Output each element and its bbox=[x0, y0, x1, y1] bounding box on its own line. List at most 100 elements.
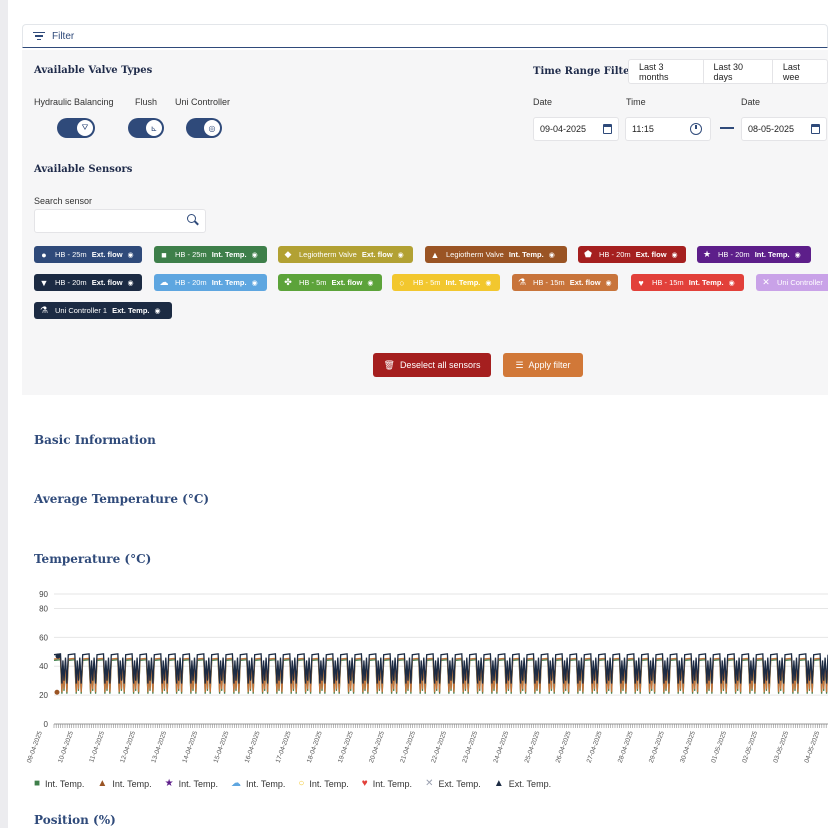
range-last-30-days[interactable]: Last 30 days bbox=[704, 60, 773, 83]
eye-icon[interactable]: ◉ bbox=[794, 251, 801, 259]
legend-item[interactable]: ★ Int. Temp. bbox=[165, 778, 218, 789]
filter-toggle[interactable]: Filter bbox=[22, 24, 828, 48]
sensor-chip[interactable]: ▼ HB - 20m Ext. flow ◉ bbox=[34, 274, 142, 291]
end-date-label: Date bbox=[741, 97, 761, 107]
apply-filter-button[interactable]: ☰ Apply filter bbox=[503, 353, 583, 377]
sensor-chip[interactable]: ◆ Legiotherm Valve Ext. flow ◉ bbox=[278, 246, 413, 263]
x-tick-label: 24-04-2025 bbox=[492, 730, 510, 764]
eye-icon[interactable]: ◉ bbox=[251, 251, 258, 259]
range-last-week[interactable]: Last wee bbox=[782, 61, 800, 82]
uni-controller-toggle[interactable]: ◎ bbox=[186, 118, 222, 138]
sensor-chip-type: Ext. flow bbox=[635, 250, 667, 259]
eye-icon[interactable]: ◉ bbox=[485, 279, 492, 287]
legend-item[interactable]: ○ Int. Temp. bbox=[298, 778, 348, 789]
end-date-value: 08-05-2025 bbox=[748, 124, 795, 134]
calendar-icon bbox=[811, 124, 820, 134]
temperature-title[interactable]: Temperature (°C) bbox=[34, 552, 152, 566]
sensor-chip-name: HB - 5m bbox=[299, 278, 327, 287]
eye-icon[interactable]: ◉ bbox=[671, 251, 678, 259]
sensor-chip[interactable]: ■ HB - 25m Int. Temp. ◉ bbox=[154, 246, 267, 263]
sensor-chip[interactable]: ● HB - 25m Ext. flow ◉ bbox=[34, 246, 142, 263]
search-sensor-input[interactable] bbox=[34, 209, 206, 233]
sensor-chip[interactable]: ♥ HB - 15m Int. Temp. ◉ bbox=[631, 274, 744, 291]
filter-icon: ☰ bbox=[515, 359, 524, 370]
eye-icon[interactable]: ◉ bbox=[605, 279, 612, 287]
position-title[interactable]: Position (%) bbox=[34, 813, 116, 827]
x-tick-label: 03-05-2025 bbox=[772, 730, 790, 764]
y-tick-label: 90 bbox=[39, 590, 48, 599]
eye-icon[interactable]: ◉ bbox=[397, 251, 404, 259]
x-tick-label: 09-04-2025 bbox=[26, 730, 44, 764]
sensor-chip[interactable]: ☁ HB - 20m Int. Temp. ◉ bbox=[154, 274, 267, 291]
legend-item[interactable]: ☁ Int. Temp. bbox=[231, 778, 285, 789]
legend-item[interactable]: ✕ Ext. Temp. bbox=[425, 778, 481, 789]
diamond-icon: ◆ bbox=[284, 249, 292, 259]
sensor-chip[interactable]: ★ HB - 20m Int. Temp. ◉ bbox=[697, 246, 811, 263]
x-tick-label: 19-04-2025 bbox=[337, 730, 355, 764]
basic-information-title[interactable]: Basic Information bbox=[34, 433, 156, 447]
average-temperature-title[interactable]: Average Temperature (°C) bbox=[34, 492, 210, 506]
series-start-point bbox=[54, 689, 60, 695]
sensor-chip[interactable]: ⚗ Uni Controller 1 Ext. Temp. ◉ bbox=[34, 302, 172, 319]
sensor-chip-name: HB - 25m bbox=[55, 250, 87, 259]
deselect-all-button[interactable]: 🗑 Deselect all sensors bbox=[373, 353, 491, 377]
x-tick-label: 15-04-2025 bbox=[213, 730, 231, 764]
legend-label: Ext. Temp. bbox=[508, 778, 552, 789]
start-date-field[interactable]: 09-04-2025 bbox=[533, 117, 619, 141]
x-tick-label: 25-04-2025 bbox=[524, 730, 542, 764]
sensor-chip-type: Ext. Temp. bbox=[112, 306, 150, 315]
sensor-chip-type: Ext. flow bbox=[331, 278, 363, 287]
eye-icon[interactable]: ◉ bbox=[367, 279, 374, 287]
sensor-chip[interactable]: ▲ Legiotherm Valve Int. Temp. ◉ bbox=[425, 246, 567, 263]
start-time-field[interactable]: 11:15 bbox=[625, 117, 711, 141]
eye-icon[interactable]: ◉ bbox=[728, 279, 735, 287]
sensors-heading: Available Sensors bbox=[34, 164, 133, 175]
sensor-chip-type: Int. Temp. bbox=[445, 278, 481, 287]
deselect-label: Deselect all sensors bbox=[399, 360, 481, 370]
filter-icon bbox=[33, 30, 45, 43]
y-tick-label: 40 bbox=[39, 662, 48, 671]
filter-panel: Available Valve Types Hydraulic Balancin… bbox=[22, 50, 828, 395]
end-date-field[interactable]: 08-05-2025 bbox=[741, 117, 827, 141]
eye-icon[interactable]: ◉ bbox=[154, 307, 161, 315]
sensor-chip-name: HB - 25m bbox=[175, 250, 207, 259]
valve-icon: ⛛ bbox=[77, 120, 93, 136]
eye-icon[interactable]: ◉ bbox=[251, 279, 258, 287]
controller-icon: ◎ bbox=[204, 120, 220, 136]
sensor-chip-name: HB - 15m bbox=[533, 278, 565, 287]
start-time-label: Time bbox=[626, 97, 646, 107]
y-tick-label: 20 bbox=[39, 691, 48, 700]
legend-marker-icon: ▲ bbox=[493, 778, 504, 789]
y-tick-label: 0 bbox=[44, 720, 49, 729]
eye-icon[interactable]: ◉ bbox=[127, 279, 134, 287]
sensor-chip-type: Int. Temp. bbox=[211, 250, 247, 259]
legend-item[interactable]: ▲ Int. Temp. bbox=[97, 778, 151, 789]
valve-types-heading: Available Valve Types bbox=[34, 65, 153, 76]
sensor-chip[interactable]: ○ HB - 5m Int. Temp. ◉ bbox=[392, 274, 500, 291]
sensor-chip[interactable]: ⚗ HB - 15m Ext. flow ◉ bbox=[512, 274, 618, 291]
eye-icon[interactable]: ◉ bbox=[127, 251, 134, 259]
flask-icon: ⚗ bbox=[517, 277, 527, 287]
flush-toggle[interactable]: ⊾ bbox=[128, 118, 164, 138]
legend-item[interactable]: ■ Int. Temp. bbox=[34, 778, 84, 789]
legend-item[interactable]: ♥ Int. Temp. bbox=[362, 778, 412, 789]
legend-item[interactable]: ▲ Ext. Temp. bbox=[494, 778, 551, 789]
range-last-3-months[interactable]: Last 3 months bbox=[629, 60, 704, 83]
square-icon: ■ bbox=[161, 249, 167, 260]
sensor-chip-name: HB - 20m bbox=[718, 250, 750, 259]
eye-icon[interactable]: ◉ bbox=[548, 251, 555, 259]
start-date-label: Date bbox=[533, 97, 553, 107]
sensor-chip[interactable]: ⬟ HB - 20m Ext. flow ◉ bbox=[578, 246, 686, 263]
sensor-chip[interactable]: ✕Uni Controller◉ bbox=[756, 274, 828, 291]
legend-label: Int. Temp. bbox=[178, 778, 218, 789]
triangle-icon: ▲ bbox=[430, 249, 440, 260]
range-presets: Last 3 months Last 30 days Last wee bbox=[628, 59, 828, 84]
sensor-chip-name: Legiotherm Valve bbox=[446, 250, 504, 259]
x-tick-label: 02-05-2025 bbox=[741, 730, 759, 764]
x-tick-label: 22-04-2025 bbox=[430, 730, 448, 764]
legend-label: Int. Temp. bbox=[246, 778, 286, 789]
hydraulic-balancing-toggle[interactable]: ⛛ bbox=[57, 118, 95, 138]
sensor-chip[interactable]: ✤ HB - 5m Ext. flow ◉ bbox=[278, 274, 382, 291]
clover-icon: ✤ bbox=[284, 277, 292, 287]
sensor-chip-type: Ext. flow bbox=[569, 278, 601, 287]
